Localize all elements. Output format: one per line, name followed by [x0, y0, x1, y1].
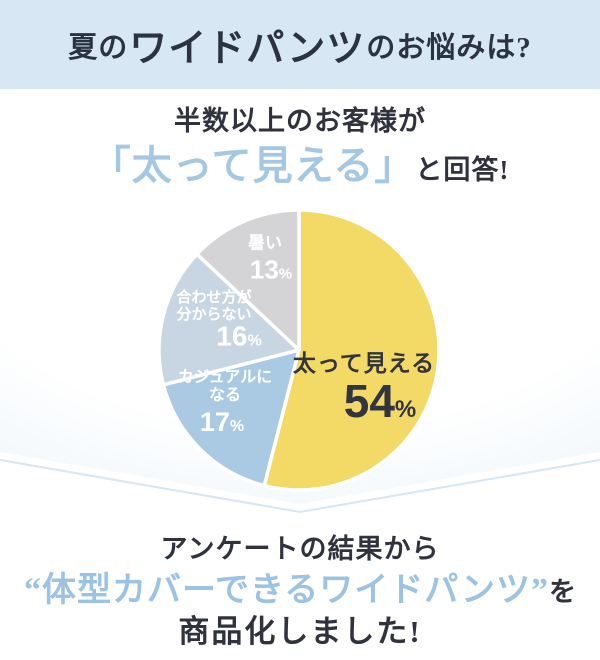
title-emphasis: ワイドパンツ	[129, 28, 366, 70]
pie-chart-svg	[157, 208, 441, 492]
footer-highlight-text: 体型カバーできるワイドパンツ	[42, 572, 531, 609]
survey-lead-text: 半数以上のお客様が	[174, 106, 426, 136]
pie-chart	[149, 200, 449, 500]
footer-highlight-line: “体型カバーできるワイドパンツ”を	[0, 562, 600, 611]
title-band: 夏の ワイドパンツ のお悩みは?	[0, 0, 600, 89]
pie-slice	[157, 252, 301, 387]
title-prefix: 夏の	[68, 31, 129, 64]
open-quote: “	[24, 572, 42, 609]
chevron-divider-line	[0, 459, 600, 514]
footer-conclusion-text: 商品化しました!	[178, 614, 422, 649]
footer-intro-text: アンケートの結果から	[160, 534, 440, 564]
survey-highlight-quote: 「太って見える」	[90, 143, 416, 188]
pie-slice	[262, 208, 441, 492]
title-suffix: のお悩みは?	[366, 31, 532, 64]
pie-slice	[195, 208, 301, 352]
close-quote: ”	[530, 572, 549, 609]
survey-section: 半数以上のお客様が 「太って見える」と回答! 暑い 13% 合わせ方が 分からな…	[0, 89, 600, 504]
survey-highlight-line: 「太って見える」と回答!	[0, 133, 600, 191]
survey-lead-tail: と回答!	[415, 155, 510, 185]
footer-particle: を	[548, 577, 576, 607]
pie-slice	[161, 348, 301, 488]
